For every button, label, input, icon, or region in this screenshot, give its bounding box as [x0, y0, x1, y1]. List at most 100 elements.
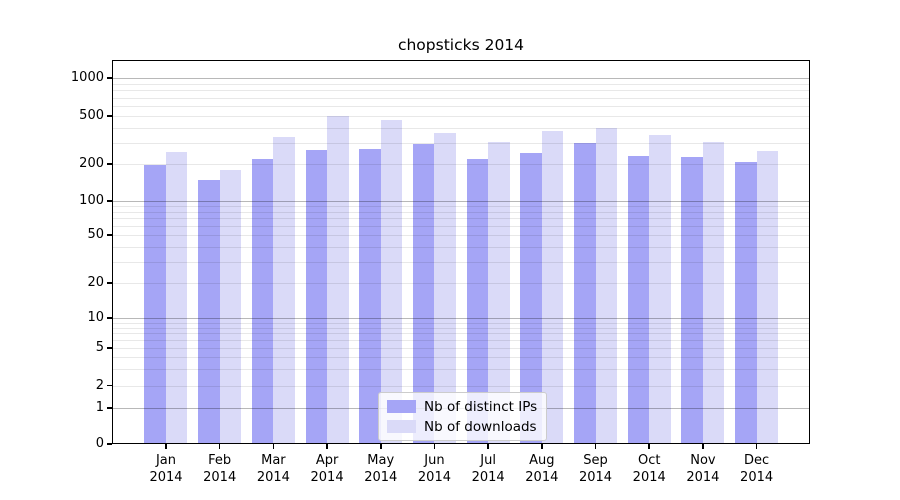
- x-tick-mark: [218, 444, 221, 449]
- legend-label-distinct-ips: Nb of distinct IPs: [424, 398, 538, 415]
- bar-downloads: [219, 170, 242, 444]
- bar-downloads: [380, 119, 403, 444]
- bar-downloads: [488, 142, 510, 444]
- x-tick-label: Jan 2014: [149, 453, 183, 485]
- bar-distinct-ips: [359, 149, 381, 444]
- x-tick-mark: [433, 444, 436, 449]
- legend-item-distinct-ips: Nb of distinct IPs: [387, 398, 537, 415]
- x-tick-label: Aug 2014: [525, 453, 559, 485]
- minor-gridline: [113, 142, 809, 144]
- minor-gridline: [113, 385, 809, 387]
- bar-downloads: [702, 141, 725, 444]
- minor-gridline: [113, 116, 809, 117]
- minor-gridline: [113, 218, 809, 220]
- minor-gridline: [113, 164, 809, 165]
- x-tick-mark: [594, 444, 597, 449]
- minor-gridline: [113, 206, 809, 208]
- minor-gridline: [113, 368, 809, 370]
- bar-distinct-ips: [466, 159, 489, 444]
- minor-gridline: [113, 246, 809, 248]
- chart-title: chopsticks 2014: [397, 36, 525, 54]
- minor-gridline: [113, 97, 809, 99]
- y-tick-label: 0: [95, 436, 104, 451]
- legend-item-downloads: Nb of downloads: [387, 418, 537, 435]
- minor-gridline: [113, 211, 809, 213]
- legend-swatch-distinct-ips-icon: [387, 400, 416, 413]
- y-tick-mark: [107, 347, 112, 349]
- y-tick-mark: [107, 77, 112, 79]
- x-tick-mark: [487, 444, 489, 449]
- x-tick-mark: [702, 444, 704, 449]
- minor-gridline: [113, 340, 809, 342]
- major-gridline: [113, 318, 809, 319]
- x-tick-mark: [380, 444, 382, 449]
- bar-downloads: [595, 127, 618, 444]
- minor-gridline: [113, 333, 809, 335]
- y-tick-mark: [107, 200, 112, 202]
- x-tick-label: Sep 2014: [578, 453, 613, 485]
- legend-label-downloads: Nb of downloads: [424, 418, 537, 435]
- x-tick-label: Jun 2014: [417, 453, 451, 485]
- bar-distinct-ips: [574, 143, 596, 444]
- x-tick-mark: [165, 444, 167, 449]
- y-tick-mark: [107, 317, 112, 319]
- minor-gridline: [113, 283, 809, 284]
- bar-distinct-ips: [251, 159, 274, 444]
- bar-distinct-ips: [198, 180, 220, 444]
- y-tick-label: 1: [95, 400, 104, 415]
- bar-distinct-ips: [520, 152, 542, 444]
- x-tick-label: May 2014: [364, 453, 398, 485]
- bar-downloads: [327, 116, 349, 444]
- x-tick-label: Dec 2014: [740, 453, 774, 485]
- minor-gridline: [113, 327, 809, 329]
- minor-gridline: [113, 127, 809, 129]
- bar-distinct-ips: [144, 165, 166, 444]
- y-tick-mark: [107, 384, 112, 387]
- y-tick-mark: [107, 443, 112, 445]
- x-tick-mark: [272, 444, 275, 449]
- x-tick-label: Feb 2014: [203, 453, 237, 485]
- x-tick-label: Apr 2014: [310, 453, 344, 485]
- minor-gridline: [113, 83, 809, 85]
- bar-distinct-ips: [412, 144, 435, 444]
- x-tick-mark: [648, 444, 650, 449]
- y-tick-mark: [107, 407, 112, 409]
- y-tick-label: 200: [79, 156, 104, 171]
- y-tick-mark: [107, 282, 112, 284]
- minor-gridline: [113, 106, 809, 107]
- minor-gridline: [113, 357, 809, 359]
- bar-downloads: [434, 132, 456, 444]
- minor-gridline: [113, 226, 809, 228]
- y-tick-label: 50: [87, 227, 104, 242]
- legend-swatch-downloads-icon: [387, 420, 416, 433]
- bar-downloads: [756, 150, 779, 444]
- minor-gridline: [113, 261, 809, 263]
- y-tick-mark: [107, 163, 112, 165]
- minor-gridline: [113, 90, 809, 92]
- bar-distinct-ips: [627, 155, 650, 444]
- x-tick-mark: [755, 444, 758, 449]
- minor-gridline: [113, 322, 809, 324]
- bar-distinct-ips: [681, 157, 703, 444]
- bar-distinct-ips: [735, 162, 757, 444]
- bar-distinct-ips: [305, 149, 328, 444]
- bar-downloads: [273, 137, 295, 444]
- bar-downloads: [165, 151, 188, 444]
- legend: Nb of distinct IPs Nb of downloads: [378, 392, 548, 441]
- y-tick-label: 2: [95, 377, 104, 393]
- y-tick-label: 20: [87, 275, 104, 290]
- bar-downloads: [541, 131, 564, 444]
- x-tick-label: Mar 2014: [256, 453, 290, 485]
- x-tick-label: Oct 2014: [632, 453, 666, 485]
- x-tick-mark: [326, 444, 328, 449]
- minor-gridline: [113, 348, 809, 349]
- minor-gridline: [113, 235, 809, 236]
- major-gridline: [113, 78, 809, 79]
- x-tick-label: Jul 2014: [471, 453, 505, 485]
- y-tick-mark: [107, 115, 112, 117]
- y-tick-label: 1000: [70, 70, 104, 85]
- y-tick-label: 100: [79, 193, 104, 208]
- y-tick-label: 10: [87, 310, 104, 325]
- x-tick-mark: [541, 444, 543, 449]
